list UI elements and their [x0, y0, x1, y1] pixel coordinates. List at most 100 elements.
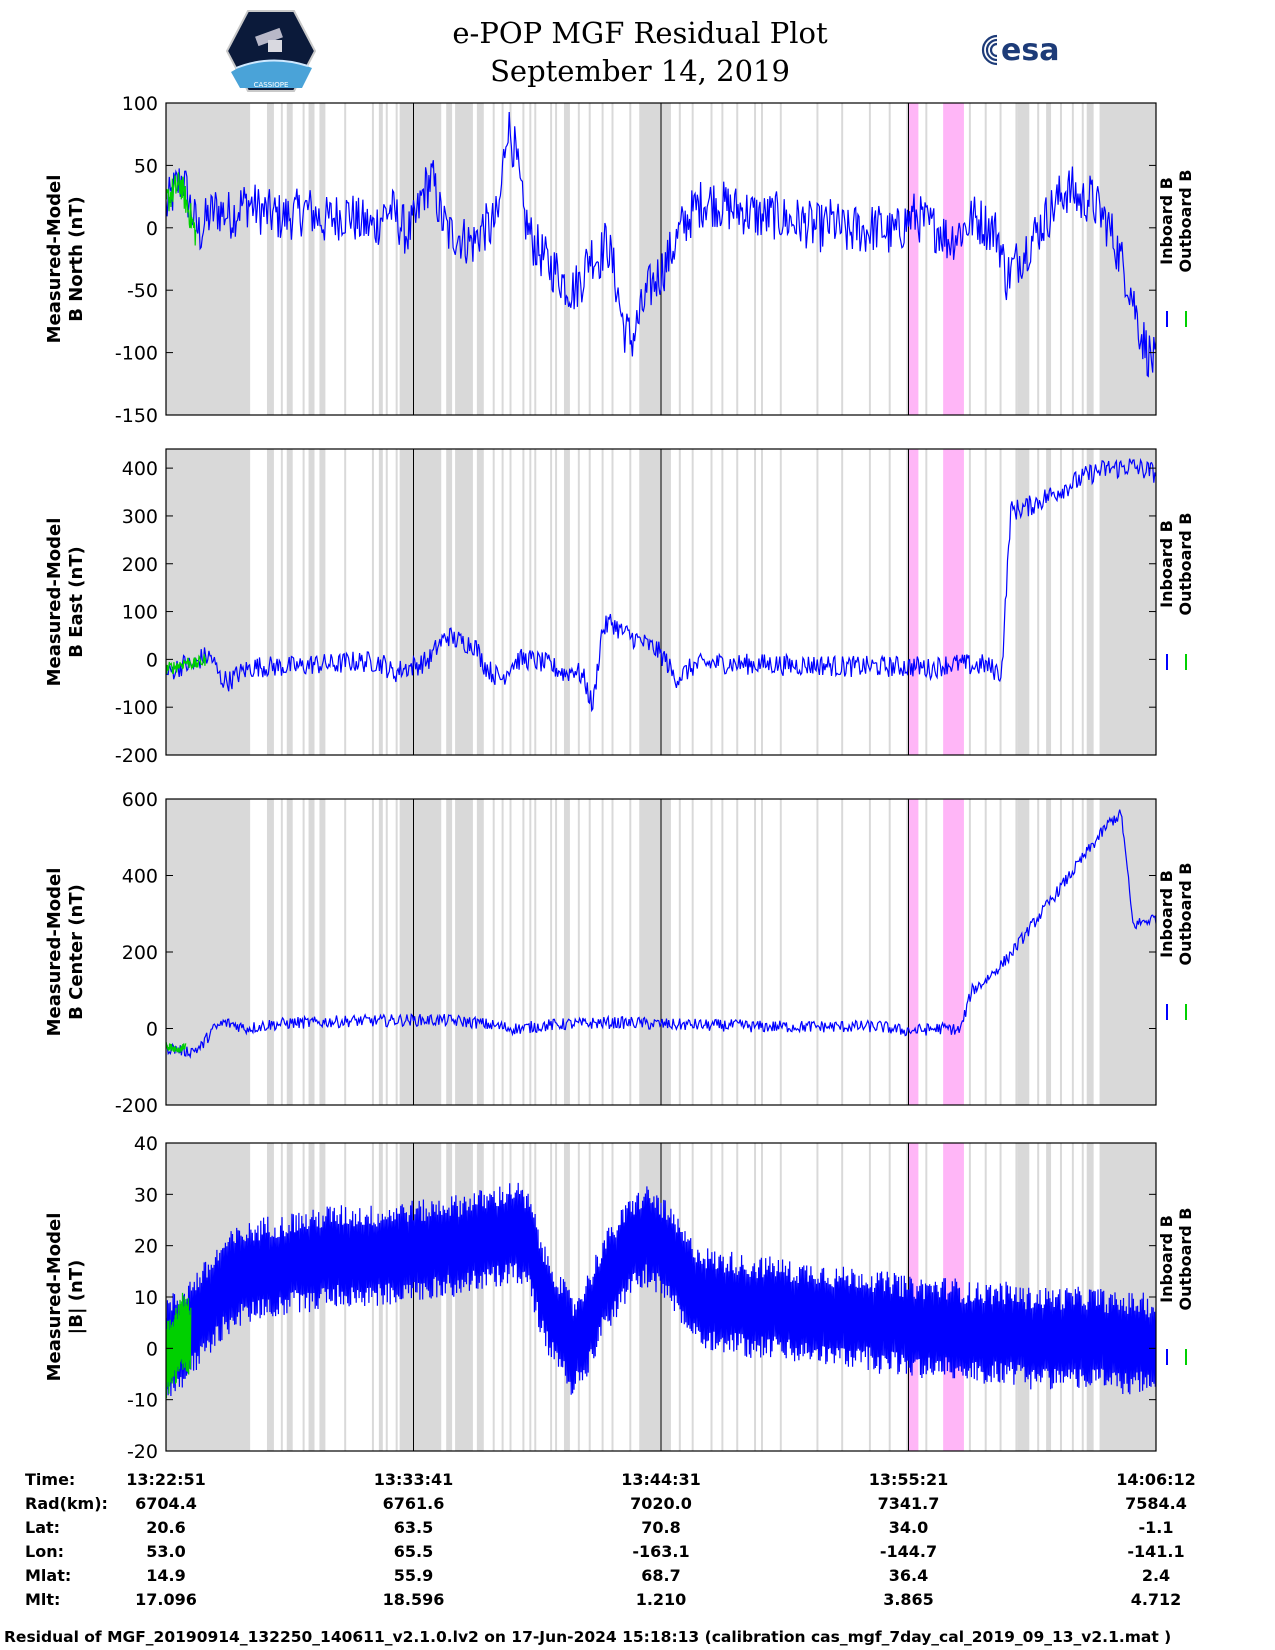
data-gap-stripe [906, 103, 909, 415]
data-gap-stripe [166, 449, 251, 755]
data-gap-stripe [925, 799, 928, 1105]
data-gap-stripe [319, 449, 326, 755]
legend-label: Outboard B [1176, 170, 1195, 273]
y-tick-label: 40 [134, 1133, 158, 1155]
data-gap-stripe [639, 449, 671, 755]
table-cell: 3.865 [883, 1590, 934, 1609]
data-gap-stripe [678, 103, 681, 415]
data-gap-stripe [1015, 103, 1018, 415]
table-cell: 63.5 [394, 1518, 433, 1537]
table-cell: 65.5 [394, 1542, 433, 1561]
data-gap-stripe [550, 449, 553, 755]
data-gap-stripe [399, 103, 442, 415]
data-gap-stripe [308, 799, 315, 1105]
series-outboard-b [166, 1042, 187, 1053]
data-gap-stripe [522, 449, 525, 755]
data-gap-stripe [371, 799, 374, 1105]
svg-text:CASSIOPE: CASSIOPE [254, 81, 289, 89]
table-cell: 68.7 [641, 1566, 680, 1585]
data-gap-stripe [529, 799, 532, 1105]
data-gap-stripe [319, 103, 326, 415]
data-gap-stripe [1046, 449, 1052, 755]
y-axis-label-line-1: Measured-Model [44, 868, 65, 1037]
data-gap-stripe [968, 449, 971, 755]
data-gap-stripe [308, 1143, 315, 1451]
row-label: Mlat: [25, 1566, 71, 1585]
legend-label: Outboard B [1176, 863, 1195, 966]
data-gap-stripe [385, 799, 388, 1105]
data-gap-stripe [344, 1143, 347, 1451]
y-axis-label-line-1: Measured-Model [44, 175, 65, 344]
table-cell: 14:06:12 [1116, 1470, 1196, 1489]
data-gap-stripe [476, 103, 484, 415]
data-gap-stripe [754, 103, 757, 415]
row-label: Mlt: [25, 1590, 60, 1609]
data-gap-stripe [629, 1143, 632, 1451]
data-gap-stripe [534, 449, 537, 755]
data-gap-stripe [1046, 799, 1052, 1105]
data-gap-stripe [509, 799, 512, 1105]
data-gap-stripe [1081, 1143, 1084, 1451]
cassiope-logo: CASSIOPE [226, 10, 316, 92]
data-gap-stripe [302, 103, 305, 415]
highlight-stripe [943, 449, 964, 755]
table-cell: 13:44:31 [621, 1470, 701, 1489]
table-cell: 7341.7 [878, 1494, 940, 1513]
data-gap-stripe [721, 799, 724, 1105]
table-cell: 34.0 [889, 1518, 928, 1537]
data-gap-stripe [501, 799, 504, 1105]
data-gap-stripe [1086, 449, 1094, 755]
y-axis-label-line-1: Measured-Model [44, 1213, 65, 1382]
data-gap-stripe [371, 449, 374, 755]
table-cell: -163.1 [632, 1542, 689, 1561]
y-axis-label-line-2: B Center (nT) [66, 884, 87, 1020]
data-gap-stripe [968, 103, 971, 415]
data-gap-stripe [868, 103, 871, 415]
table-cell: 70.8 [641, 1518, 680, 1537]
data-gap-stripe [286, 449, 293, 755]
data-gap-stripe [754, 449, 757, 755]
y-axis-label-line-1: Measured-Model [44, 518, 65, 687]
data-gap-stripe [1017, 449, 1030, 755]
data-gap-stripe [1046, 103, 1052, 415]
data-gap-stripe [385, 103, 388, 415]
data-gap-stripe [841, 103, 844, 415]
table-cell: 13:55:21 [869, 1470, 949, 1489]
data-gap-stripe [308, 449, 315, 755]
data-gap-stripe [446, 799, 453, 1105]
data-gap-stripe [984, 799, 987, 1105]
data-gap-stripe [319, 1143, 326, 1451]
y-tick-label: 200 [122, 942, 158, 964]
y-tick-label: 30 [134, 1184, 158, 1206]
data-gap-stripe [691, 449, 694, 755]
data-gap-stripe [529, 449, 532, 755]
data-gap-stripe [399, 799, 442, 1105]
series-inboard-b [166, 809, 1156, 1059]
data-gap-stripe [501, 1143, 504, 1451]
data-gap-stripe [378, 103, 383, 415]
series-outboard-b [166, 1292, 192, 1399]
data-gap-stripe [588, 799, 591, 1105]
data-gap-stripe [925, 449, 928, 755]
data-gap-stripe [476, 1143, 484, 1451]
y-tick-label: 0 [146, 218, 158, 240]
data-gap-stripe [1086, 799, 1094, 1105]
data-gap-stripe [1037, 449, 1040, 755]
highlight-stripe [943, 799, 964, 1105]
table-cell: 13:22:51 [126, 1470, 206, 1489]
data-gap-stripe [166, 799, 251, 1105]
data-gap-stripe [1059, 449, 1062, 755]
footnote: Residual of MGF_20190914_132250_140611_v… [4, 1628, 1172, 1646]
data-gap-stripe [534, 799, 537, 1105]
data-gap-stripe [601, 449, 604, 755]
data-gap-stripe [319, 799, 326, 1105]
data-gap-stripe [563, 1143, 570, 1451]
highlight-stripe [908, 1143, 919, 1451]
data-gap-stripe [266, 103, 274, 415]
table-cell: 2.4 [1142, 1566, 1170, 1585]
data-gap-stripe [1071, 449, 1074, 755]
data-gap-stripe [1037, 103, 1040, 415]
data-gap-stripe [577, 799, 580, 1105]
data-gap-stripe [302, 799, 305, 1105]
